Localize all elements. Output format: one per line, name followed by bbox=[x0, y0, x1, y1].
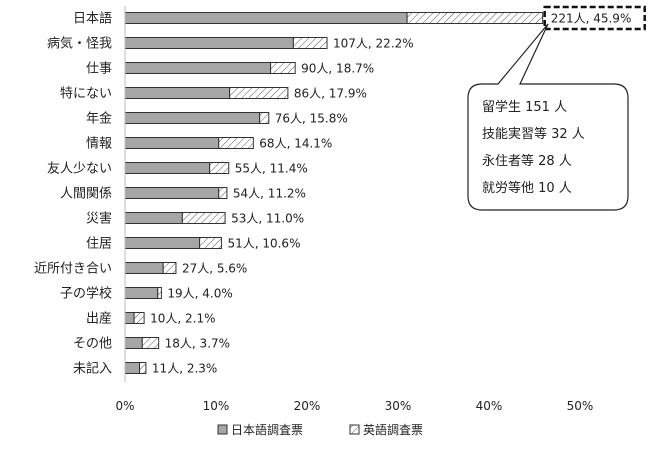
category-label: 日本語 bbox=[73, 11, 112, 27]
bar-english bbox=[218, 187, 228, 199]
bar-japanese bbox=[124, 37, 294, 49]
bar-english bbox=[229, 87, 289, 99]
bar-english bbox=[139, 362, 147, 374]
data-label: 19人, 4.0% bbox=[167, 287, 232, 301]
data-label: 51人, 10.6% bbox=[227, 237, 300, 251]
callout-line: 就労等他 10 人 bbox=[482, 180, 572, 196]
bar-english bbox=[181, 212, 226, 224]
x-tick-label: 50% bbox=[567, 399, 594, 413]
data-label: 221人, 45.9% bbox=[551, 12, 632, 26]
x-axis: 0% 10% 20% 30% 40% 50% bbox=[115, 6, 593, 413]
data-label: 107人, 22.2% bbox=[333, 37, 414, 51]
bar-english bbox=[162, 262, 177, 274]
category-label: その他 bbox=[73, 337, 112, 352]
bar-japanese bbox=[124, 187, 220, 199]
bar-english bbox=[406, 12, 544, 24]
legend-swatch-english bbox=[349, 424, 360, 435]
callout-bubble bbox=[467, 23, 629, 211]
category-label: 情報 bbox=[86, 137, 112, 152]
bar-japanese bbox=[124, 287, 159, 299]
category-label: 人間関係 bbox=[60, 187, 112, 202]
callout-line: 留学生 151 人 bbox=[482, 99, 567, 115]
data-label: 11人, 2.3% bbox=[152, 362, 217, 376]
bar-english bbox=[259, 112, 270, 124]
bar-english bbox=[133, 312, 145, 324]
data-label: 18人, 3.7% bbox=[165, 337, 230, 351]
bars-group: 日本語 221人, 45.9% 病気・怪我 107人, 22.2% 仕事 90人, 18.… bbox=[34, 5, 646, 377]
category-label: 病気・怪我 bbox=[47, 36, 112, 52]
bar-english bbox=[199, 237, 222, 249]
bar-japanese bbox=[124, 237, 201, 249]
legend-swatch-japanese bbox=[217, 424, 228, 435]
data-label: 54人, 11.2% bbox=[233, 187, 306, 201]
x-tick-label: 40% bbox=[476, 399, 503, 413]
legend: 日本語調査票 英語調査票 bbox=[217, 422, 423, 437]
bar-japanese bbox=[124, 312, 135, 324]
data-label: 10人, 2.1% bbox=[150, 312, 215, 326]
category-label: 未記入 bbox=[73, 361, 112, 377]
data-label: 90人, 18.7% bbox=[301, 62, 374, 76]
callout-line: 技能実習等 32 人 bbox=[482, 126, 585, 142]
category-label: 出産 bbox=[86, 311, 112, 327]
bar-japanese bbox=[124, 262, 164, 274]
bar-english bbox=[270, 62, 296, 74]
bar-english bbox=[157, 287, 162, 299]
category-label: 友人少ない bbox=[47, 161, 112, 177]
x-tick-label: 10% bbox=[203, 399, 230, 413]
bar-english bbox=[141, 337, 160, 349]
x-tick-label: 30% bbox=[385, 399, 412, 413]
category-label: 子の学校 bbox=[60, 286, 112, 302]
x-tick-label: 20% bbox=[294, 399, 321, 413]
category-label: 特にない bbox=[60, 87, 112, 102]
bar-english bbox=[218, 137, 254, 149]
bar-japanese bbox=[124, 112, 261, 124]
legend-label-english: 英語調査票 bbox=[363, 422, 423, 437]
bar-english bbox=[209, 162, 230, 174]
bar-japanese bbox=[124, 362, 141, 374]
bar-japanese bbox=[124, 137, 220, 149]
data-label: 76人, 15.8% bbox=[275, 112, 348, 126]
highlight-box bbox=[543, 5, 646, 31]
data-label: 68人, 14.1% bbox=[259, 137, 332, 151]
data-label: 53人, 11.0% bbox=[231, 212, 304, 226]
bar-japanese bbox=[124, 162, 211, 174]
category-label: 仕事 bbox=[86, 62, 112, 77]
data-label: 27人, 5.6% bbox=[182, 262, 247, 276]
data-label: 86人, 17.9% bbox=[294, 87, 367, 101]
bar-japanese bbox=[124, 62, 272, 74]
data-label: 55人, 11.4% bbox=[235, 162, 308, 176]
category-label: 災害 bbox=[86, 211, 112, 227]
bar-japanese bbox=[124, 87, 231, 99]
bar-english bbox=[292, 37, 328, 49]
bar-japanese bbox=[124, 337, 143, 349]
x-tick-label: 0% bbox=[115, 399, 134, 413]
callout-line: 永住者等 28 人 bbox=[482, 153, 572, 169]
bar-japanese bbox=[124, 212, 183, 224]
bar-japanese bbox=[124, 12, 408, 24]
category-label: 年金 bbox=[86, 111, 112, 127]
category-label: 近所付き合い bbox=[34, 262, 112, 277]
category-label: 住居 bbox=[86, 237, 112, 252]
legend-label-japanese: 日本語調査票 bbox=[231, 422, 303, 437]
